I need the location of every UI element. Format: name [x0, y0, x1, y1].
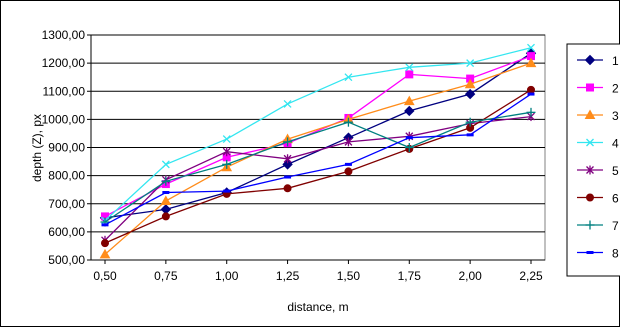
series-6-point: [344, 167, 353, 176]
legend-item-7: 7: [577, 219, 619, 233]
x-tick-label: 0,50: [93, 269, 117, 283]
y-tick-label: 500,00: [48, 253, 85, 267]
axes: [87, 34, 545, 264]
series-7-point: [343, 117, 353, 127]
y-tick-label: 1200,00: [42, 56, 86, 70]
legend-item-3: 3: [577, 109, 619, 123]
series-1-point: [464, 88, 476, 100]
series-3-point: [403, 95, 415, 106]
series-7-point: [465, 117, 475, 127]
legend-label: 6: [612, 192, 619, 206]
series-4-point: [344, 73, 353, 82]
series-4-point: [527, 43, 535, 52]
series-8: [101, 92, 535, 227]
series-1-point: [404, 105, 415, 117]
x-axis-title: distance, m: [287, 300, 348, 314]
legend-label: 4: [612, 137, 619, 151]
series-8-point: [466, 133, 474, 137]
series-3-line: [104, 62, 532, 255]
series-4-point: [405, 63, 414, 72]
series-4-point: [466, 59, 475, 68]
series-7-line: [104, 111, 532, 223]
legend-item-6: 6: [577, 192, 619, 206]
series-1-line: [104, 52, 532, 219]
x-tick-label: 2,25: [519, 269, 543, 283]
series-8-point: [101, 223, 109, 227]
legend-label: 3: [612, 109, 619, 123]
legend-item-8: 8: [577, 247, 619, 261]
x-tick-label: 1,50: [337, 269, 361, 283]
x-tick-label: 0,75: [154, 269, 178, 283]
series-4-line: [104, 47, 532, 222]
series-7-point: [526, 107, 536, 117]
series-4-point: [222, 135, 231, 144]
series-8-point: [223, 189, 231, 193]
series-2-point: [405, 70, 414, 79]
x-tick-label: 2,00: [458, 269, 482, 283]
legend-label: 8: [612, 247, 619, 261]
series-7-point: [222, 159, 232, 169]
series-4-point: [283, 99, 292, 108]
y-tick-label: 900,00: [48, 141, 85, 155]
y-tick-label: 1000,00: [42, 112, 86, 126]
series-8-point: [162, 191, 170, 194]
legend: 1 2 3 4 5 6 7 8: [577, 54, 619, 261]
legend-swatch-marker: [584, 109, 596, 119]
series-5-point: [344, 137, 353, 147]
series-3-point: [99, 248, 111, 259]
x-tick-label: 1,00: [215, 269, 239, 283]
legend-item-5: 5: [577, 164, 619, 178]
y-tick-label: 1300,00: [42, 28, 86, 42]
series-7: [100, 107, 536, 227]
series-3-point: [525, 57, 537, 68]
series-8-point: [527, 92, 535, 96]
legend-box: [566, 43, 620, 277]
series-7-point: [404, 143, 414, 152]
series-6-line: [104, 89, 532, 244]
series-8-line: [104, 93, 532, 226]
legend-label: 5: [612, 164, 619, 178]
y-tick-label: 1100,00: [43, 84, 86, 98]
legend-item-4: 4: [577, 137, 619, 151]
legend-swatch-marker: [586, 165, 594, 175]
legend-label: 1: [612, 54, 619, 68]
x-tick-label: 1,75: [398, 269, 422, 283]
series-4-point: [161, 160, 170, 169]
tick-labels: 500,00 600,00 700,00 800,00 900,00 1000,00 110…: [42, 28, 543, 283]
legend-item-1: 1: [577, 54, 619, 68]
series-3-point: [160, 195, 172, 205]
legend-swatch-marker: [586, 193, 594, 202]
series-7-point: [161, 176, 171, 186]
y-axis-title: depth (Z), px: [30, 114, 44, 182]
series-2-line: [104, 55, 532, 217]
series-8-point: [344, 162, 352, 166]
series-3-point: [464, 78, 476, 89]
series-6-point: [161, 212, 170, 221]
series-8-point: [405, 136, 413, 140]
y-tick-label: 600,00: [48, 225, 85, 239]
series-1-point: [282, 159, 293, 170]
y-tick-label: 800,00: [48, 169, 85, 183]
legend-swatch-marker: [586, 138, 594, 147]
series-5-point: [283, 154, 292, 164]
legend-swatch-marker: [586, 83, 594, 92]
x-tick-label: 1,25: [276, 269, 300, 283]
legend-swatch-marker: [586, 251, 594, 254]
series-5-point: [222, 147, 231, 157]
series-6-point: [101, 239, 109, 248]
legend-swatch-marker: [585, 220, 595, 230]
series-6-point: [527, 85, 535, 94]
y-tick-label: 700,00: [48, 197, 85, 211]
series-lines: [99, 43, 537, 259]
series-7-point: [283, 137, 293, 147]
legend-swatch-marker: [584, 54, 596, 66]
legend-label: 7: [612, 219, 619, 233]
legend-item-2: 2: [577, 82, 619, 96]
series-8-point: [284, 175, 292, 179]
series-6-point: [283, 184, 292, 193]
legend-label: 2: [612, 82, 619, 96]
series-3: [99, 57, 537, 259]
